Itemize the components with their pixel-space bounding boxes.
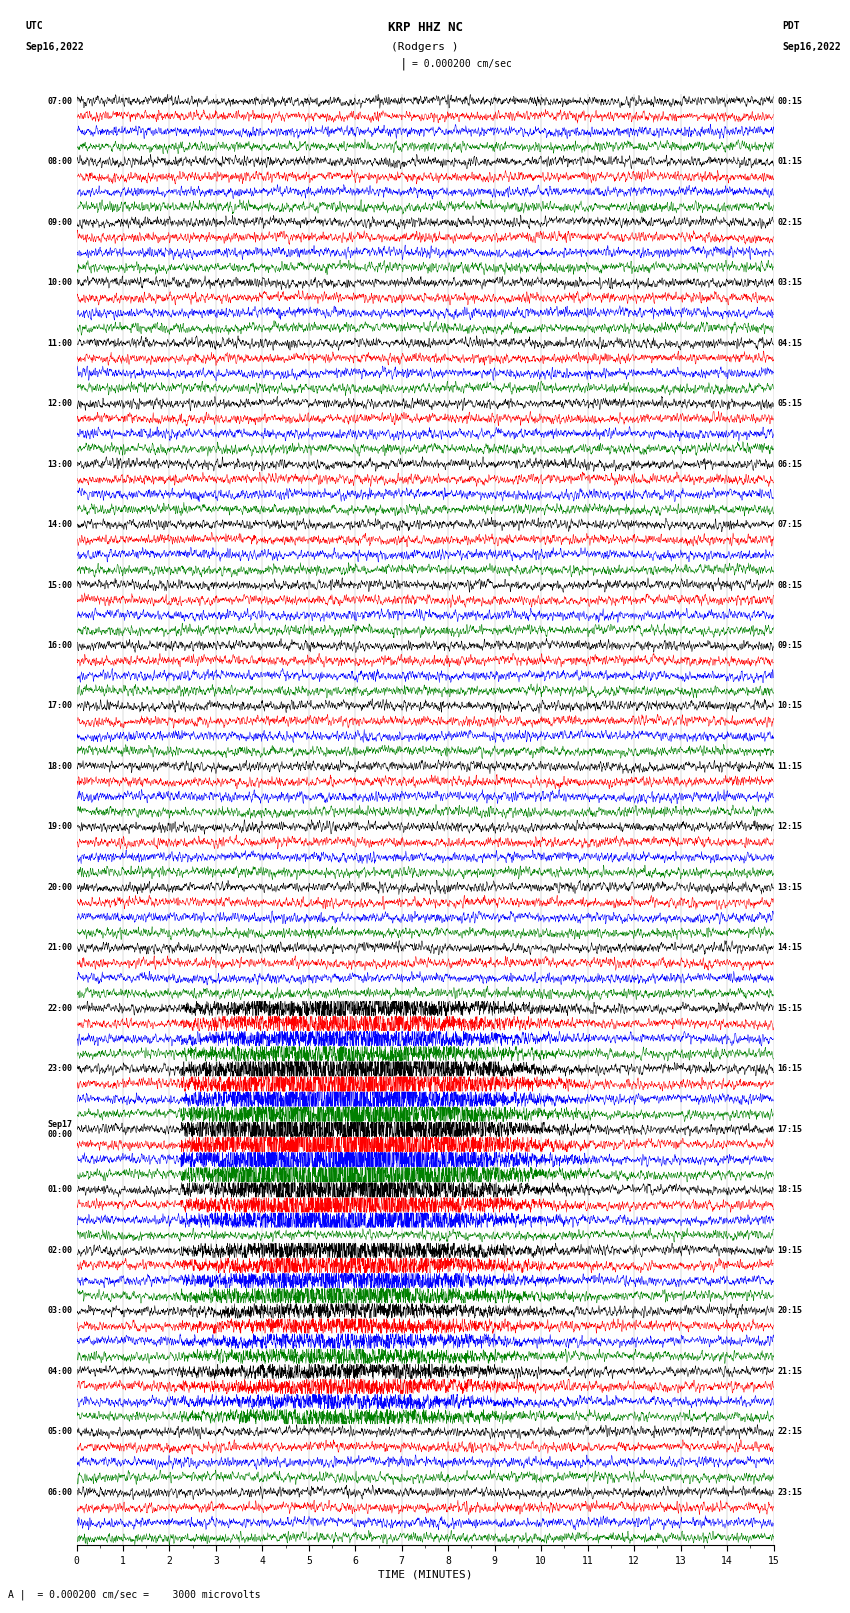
Text: 02:00: 02:00 [48, 1245, 72, 1255]
Text: 01:15: 01:15 [778, 156, 802, 166]
Text: Sep16,2022: Sep16,2022 [782, 42, 841, 52]
Text: 21:15: 21:15 [778, 1366, 802, 1376]
Text: 07:15: 07:15 [778, 519, 802, 529]
Text: 07:00: 07:00 [48, 97, 72, 105]
Text: 09:00: 09:00 [48, 218, 72, 226]
Text: 05:00: 05:00 [48, 1428, 72, 1436]
Text: Sep16,2022: Sep16,2022 [26, 42, 84, 52]
Text: 11:00: 11:00 [48, 339, 72, 347]
Text: |: | [400, 56, 407, 69]
Text: 11:15: 11:15 [778, 761, 802, 771]
Text: 20:15: 20:15 [778, 1307, 802, 1315]
Text: 18:15: 18:15 [778, 1186, 802, 1194]
Text: 18:00: 18:00 [48, 761, 72, 771]
Text: 05:15: 05:15 [778, 398, 802, 408]
Text: 10:15: 10:15 [778, 702, 802, 710]
Text: UTC: UTC [26, 21, 43, 31]
Text: 19:00: 19:00 [48, 823, 72, 831]
Text: Sep17
00:00: Sep17 00:00 [48, 1119, 72, 1139]
Text: 22:15: 22:15 [778, 1428, 802, 1436]
Text: 03:00: 03:00 [48, 1307, 72, 1315]
Text: 21:00: 21:00 [48, 944, 72, 952]
Text: 06:15: 06:15 [778, 460, 802, 468]
Text: A |  = 0.000200 cm/sec =    3000 microvolts: A | = 0.000200 cm/sec = 3000 microvolts [8, 1589, 261, 1600]
Text: 19:15: 19:15 [778, 1245, 802, 1255]
Text: (Rodgers ): (Rodgers ) [391, 42, 459, 52]
Text: 14:00: 14:00 [48, 519, 72, 529]
Text: 22:00: 22:00 [48, 1003, 72, 1013]
Text: 13:15: 13:15 [778, 882, 802, 892]
Text: 04:00: 04:00 [48, 1366, 72, 1376]
Text: 20:00: 20:00 [48, 882, 72, 892]
Text: 23:00: 23:00 [48, 1065, 72, 1073]
Text: 03:15: 03:15 [778, 277, 802, 287]
X-axis label: TIME (MINUTES): TIME (MINUTES) [377, 1569, 473, 1579]
Text: = 0.000200 cm/sec: = 0.000200 cm/sec [412, 58, 512, 69]
Text: 12:15: 12:15 [778, 823, 802, 831]
Text: 15:00: 15:00 [48, 581, 72, 589]
Text: 08:00: 08:00 [48, 156, 72, 166]
Text: 06:00: 06:00 [48, 1487, 72, 1497]
Text: 04:15: 04:15 [778, 339, 802, 347]
Text: 10:00: 10:00 [48, 277, 72, 287]
Text: 13:00: 13:00 [48, 460, 72, 468]
Text: KRP HHZ NC: KRP HHZ NC [388, 21, 462, 34]
Text: 16:00: 16:00 [48, 640, 72, 650]
Text: 15:15: 15:15 [778, 1003, 802, 1013]
Text: 02:15: 02:15 [778, 218, 802, 226]
Text: 14:15: 14:15 [778, 944, 802, 952]
Text: 16:15: 16:15 [778, 1065, 802, 1073]
Text: PDT: PDT [782, 21, 800, 31]
Text: 09:15: 09:15 [778, 640, 802, 650]
Text: 17:00: 17:00 [48, 702, 72, 710]
Text: 00:15: 00:15 [778, 97, 802, 105]
Text: 12:00: 12:00 [48, 398, 72, 408]
Text: 01:00: 01:00 [48, 1186, 72, 1194]
Text: 17:15: 17:15 [778, 1124, 802, 1134]
Text: 08:15: 08:15 [778, 581, 802, 589]
Text: 23:15: 23:15 [778, 1487, 802, 1497]
